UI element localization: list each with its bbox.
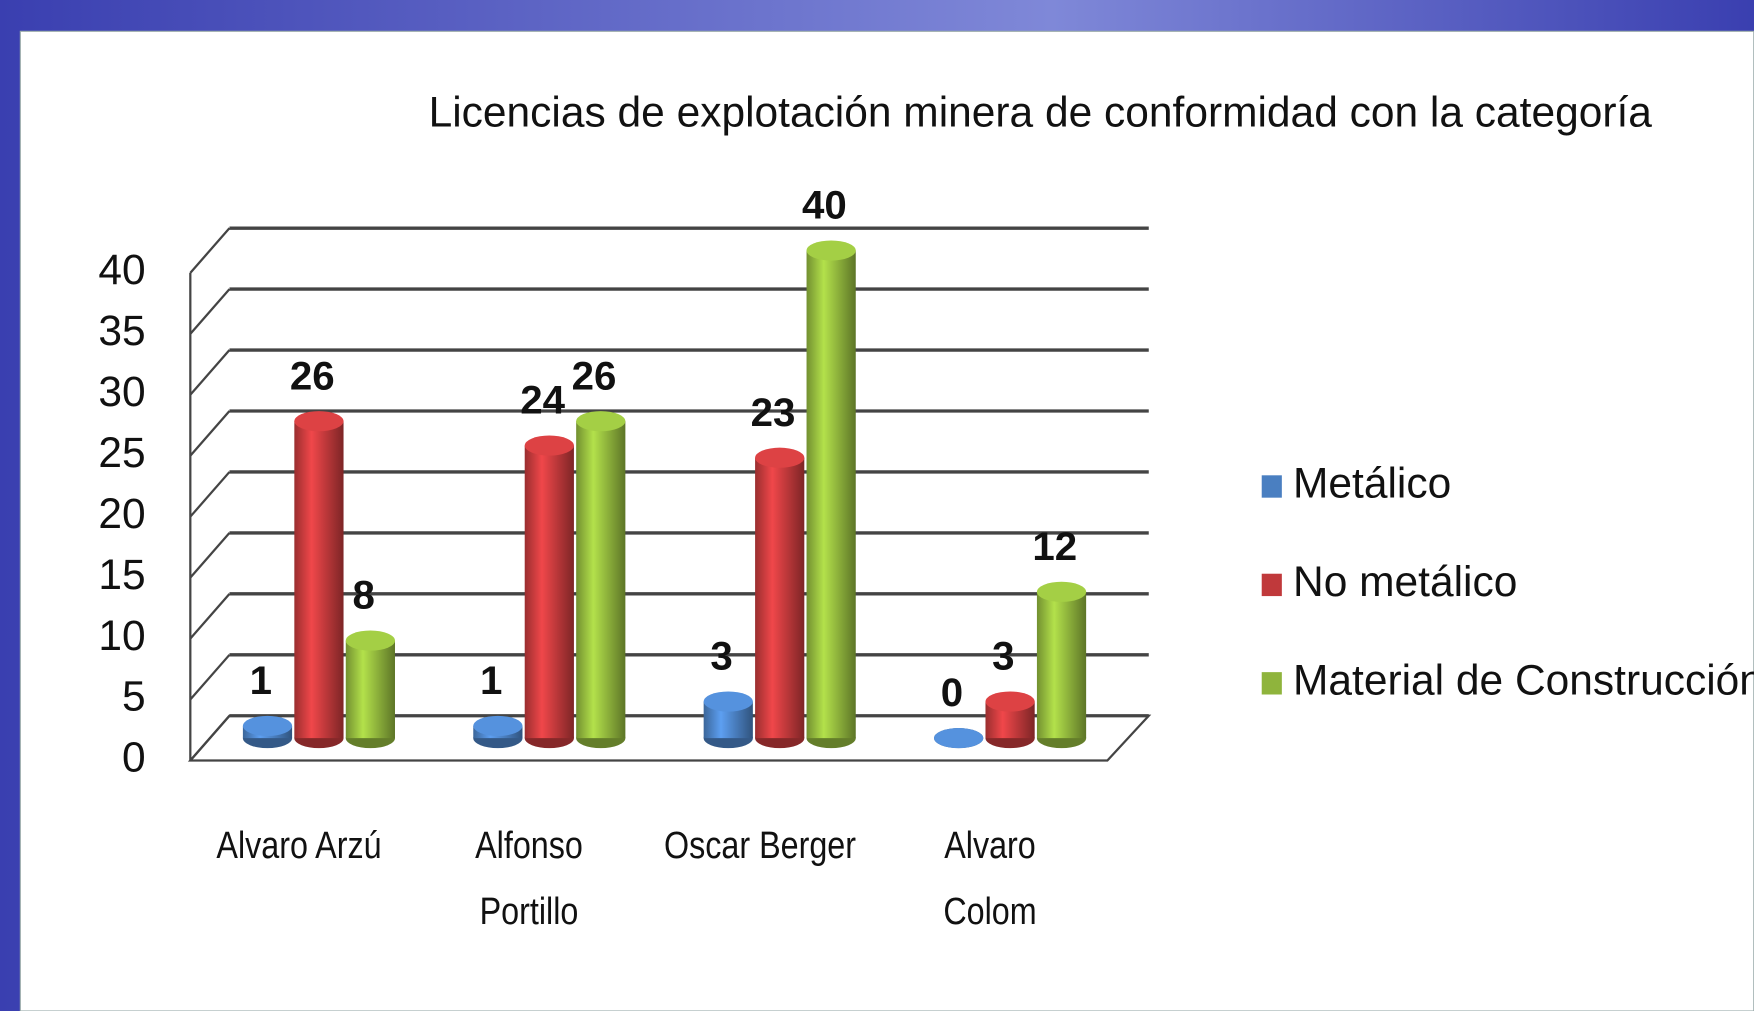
bar <box>1036 581 1087 749</box>
grid-line-side <box>189 349 231 396</box>
bar-top <box>985 691 1035 712</box>
bar-body <box>524 445 574 739</box>
grid-line-side <box>189 288 231 335</box>
bar-top <box>294 411 344 432</box>
legend-label: Metálico <box>1293 461 1451 508</box>
bar-top <box>806 240 856 261</box>
grid-line-side <box>189 471 231 518</box>
y-tick-label: 5 <box>122 674 146 721</box>
legend-swatch <box>1261 475 1282 498</box>
bar-body <box>806 250 856 739</box>
y-tick-label: 40 <box>98 247 145 294</box>
grid-line-side <box>189 593 231 640</box>
value-label: 3 <box>992 634 1014 679</box>
bar <box>755 447 805 749</box>
bar-top <box>524 435 574 456</box>
bar <box>806 240 856 749</box>
y-tick-label: 20 <box>98 491 145 538</box>
legend-label: No metálico <box>1293 559 1517 606</box>
bar-top <box>576 411 626 432</box>
grid-line-side <box>189 227 231 274</box>
bar-top <box>473 715 523 736</box>
y-tick-label: 15 <box>98 552 145 599</box>
value-label: 40 <box>802 183 847 228</box>
grid-line-side <box>189 532 231 579</box>
legend-label: Material de Construcción <box>1293 658 1754 705</box>
value-label: 3 <box>710 634 732 679</box>
value-label: 8 <box>352 573 374 618</box>
bar-body <box>294 421 344 739</box>
bar <box>985 691 1035 749</box>
bar-body <box>1036 591 1087 739</box>
grid-line-side <box>189 654 231 701</box>
legend-swatch <box>1261 672 1282 695</box>
bar <box>524 435 574 749</box>
value-label: 12 <box>1032 524 1077 569</box>
y-tick-label: 0 <box>122 735 146 782</box>
bar-body <box>576 421 626 739</box>
value-label: 24 <box>520 378 565 423</box>
y-tick-label: 25 <box>98 430 145 477</box>
bar-top <box>242 715 293 736</box>
bar-top <box>703 691 753 712</box>
bar-body <box>345 640 395 739</box>
bar <box>934 728 984 749</box>
x-tick-label: Alvaro Arzú <box>216 825 382 868</box>
x-tick-label: Alvaro Colom <box>943 825 1037 934</box>
bar-top <box>1036 581 1087 602</box>
bar <box>703 691 753 749</box>
value-label: 23 <box>751 390 796 435</box>
value-label: 1 <box>250 658 272 703</box>
value-label: 26 <box>572 353 617 398</box>
value-label: 1 <box>480 658 502 703</box>
bar-top <box>934 728 984 749</box>
legend-swatch <box>1261 573 1282 597</box>
value-label: 26 <box>290 353 335 398</box>
bar <box>242 715 293 749</box>
bar <box>294 411 344 749</box>
y-tick-label: 10 <box>98 613 145 660</box>
grid-line-side <box>189 410 231 457</box>
bar <box>576 411 626 749</box>
y-tick-label: 30 <box>98 369 145 416</box>
bar-top <box>345 630 395 651</box>
grid-line-side <box>189 715 231 762</box>
x-tick-label: Alfonso Portillo <box>475 825 583 934</box>
y-tick-label: 35 <box>98 308 145 355</box>
bar-top <box>755 447 805 468</box>
bar <box>473 715 523 749</box>
x-tick-label: Oscar Berger <box>663 825 856 868</box>
chart-title: Licencias de explotación minera de confo… <box>429 89 1653 136</box>
bar-body <box>755 457 805 739</box>
bar <box>345 630 395 749</box>
value-label: 0 <box>941 670 963 715</box>
